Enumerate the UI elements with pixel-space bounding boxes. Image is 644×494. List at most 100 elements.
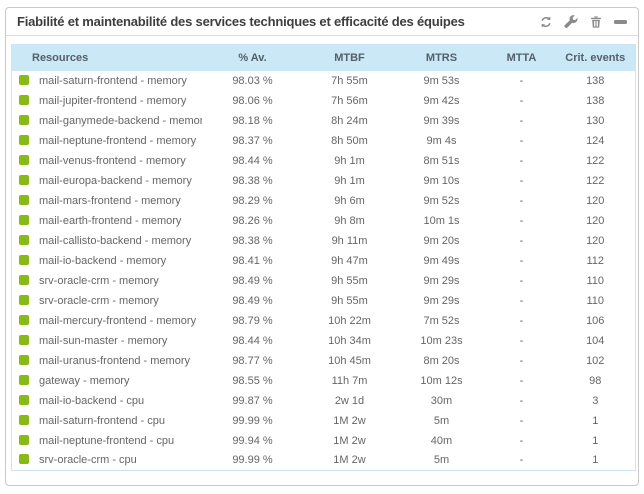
column-header-mtbf[interactable]: MTBF xyxy=(303,44,396,71)
resource-name: mail-europa-backend - memory xyxy=(39,174,192,187)
status-ok-icon xyxy=(19,334,29,345)
table-row[interactable]: mail-neptune-frontend - cpu 99.94 % 1M 2… xyxy=(12,431,636,451)
mtta-value: - xyxy=(519,134,524,147)
column-header-crit-events[interactable]: Crit. events xyxy=(555,44,636,71)
table-row[interactable]: mail-callisto-backend - memory 98.38 % 9… xyxy=(12,231,636,251)
table-row[interactable]: mail-mars-frontend - memory 98.29 % 9h 6… xyxy=(12,191,636,211)
resource-name: mail-saturn-frontend - memory xyxy=(39,74,187,87)
status-ok-icon xyxy=(19,94,29,105)
table-row[interactable]: mail-ganymede-backend - memory 98.18 % 8… xyxy=(12,111,636,131)
availability-value: 99.94 % xyxy=(232,434,273,447)
mtrs-value: 9m 49s xyxy=(423,254,460,267)
availability-value: 98.03 % xyxy=(232,74,273,87)
availability-value: 99.87 % xyxy=(232,394,273,407)
table-row[interactable]: srv-oracle-crm - cpu 99.99 % 1M 2w 5m - … xyxy=(12,451,636,471)
availability-widget: Fiabilité et maintenabilité des services… xyxy=(5,7,639,486)
resource-name: mail-neptune-frontend - memory xyxy=(39,134,197,147)
table-row[interactable]: srv-oracle-crm - memory 98.49 % 9h 55m 9… xyxy=(12,291,636,311)
table-row[interactable]: mail-earth-frontend - memory 98.26 % 9h … xyxy=(12,211,636,231)
status-ok-icon xyxy=(19,154,29,165)
mtbf-value: 9h 11m xyxy=(331,234,368,247)
table-row[interactable]: mail-jupiter-frontend - memory 98.06 % 7… xyxy=(12,91,636,111)
resource-name: mail-jupiter-frontend - memory xyxy=(39,94,187,107)
status-ok-icon xyxy=(19,294,29,305)
mtta-value: - xyxy=(519,294,524,307)
resource-name: srv-oracle-crm - memory xyxy=(39,274,159,287)
mtbf-value: 9h 47m xyxy=(331,254,368,267)
mtbf-value: 9h 1m xyxy=(334,174,365,187)
table-row[interactable]: mail-io-backend - cpu 99.87 % 2w 1d 30m … xyxy=(12,391,636,411)
refresh-icon[interactable] xyxy=(538,14,553,29)
crit-events-value: 1 xyxy=(592,454,599,467)
mtrs-value: 9m 4s xyxy=(426,134,457,147)
status-ok-icon xyxy=(19,374,29,385)
table-row[interactable]: mail-sun-master - memory 98.44 % 10h 34m… xyxy=(12,331,636,351)
crit-events-value: 98 xyxy=(589,374,602,387)
column-header-mtta[interactable]: MTTA xyxy=(487,44,556,71)
crit-events-value: 1 xyxy=(592,434,599,447)
column-header-mtrs[interactable]: MTRS xyxy=(395,44,488,71)
resource-name: mail-ganymede-backend - memory xyxy=(39,114,202,127)
mtbf-value: 1M 2w xyxy=(333,414,366,427)
mtbf-value: 7h 55m xyxy=(331,74,368,87)
mtrs-value: 9m 29s xyxy=(423,274,460,287)
table-header: Resources % Av. MTBF MTRS MTTA Crit. eve… xyxy=(11,44,636,71)
availability-value: 98.44 % xyxy=(232,154,273,167)
resource-name: mail-neptune-frontend - cpu xyxy=(39,434,175,447)
table-row[interactable]: mail-neptune-frontend - memory 98.37 % 8… xyxy=(12,131,636,151)
status-ok-icon xyxy=(19,74,29,85)
mtta-value: - xyxy=(519,74,524,87)
mtta-value: - xyxy=(519,254,524,267)
crit-events-value: 122 xyxy=(586,154,605,167)
status-ok-icon xyxy=(19,134,29,145)
status-ok-icon xyxy=(19,314,29,325)
crit-events-value: 104 xyxy=(586,334,605,347)
resource-name: srv-oracle-crm - memory xyxy=(39,294,159,307)
mtrs-value: 9m 39s xyxy=(423,114,460,127)
column-header-resources[interactable]: Resources xyxy=(11,44,202,71)
availability-value: 98.77 % xyxy=(232,354,273,367)
table-row[interactable]: mail-europa-backend - memory 98.38 % 9h … xyxy=(12,171,636,191)
crit-events-value: 124 xyxy=(586,134,605,147)
mtrs-value: 10m 1s xyxy=(423,214,460,227)
mtbf-value: 10h 45m xyxy=(328,354,371,367)
mtta-value: - xyxy=(519,234,524,247)
table-row[interactable]: gateway - memory 98.55 % 11h 7m 10m 12s … xyxy=(12,371,636,391)
crit-events-value: 112 xyxy=(586,254,605,267)
mtbf-value: 10h 22m xyxy=(328,314,371,327)
table-row[interactable]: mail-uranus-frontend - memory 98.77 % 10… xyxy=(12,351,636,371)
mtbf-value: 10h 34m xyxy=(328,334,371,347)
crit-events-value: 110 xyxy=(586,274,605,287)
status-ok-icon xyxy=(19,234,29,245)
resource-name: gateway - memory xyxy=(39,374,130,387)
table-row[interactable]: mail-saturn-frontend - memory 98.03 % 7h… xyxy=(12,71,636,91)
crit-events-value: 120 xyxy=(586,214,605,227)
mtta-value: - xyxy=(519,154,524,167)
table-row[interactable]: mail-saturn-frontend - cpu 99.99 % 1M 2w… xyxy=(12,411,636,431)
mtrs-value: 9m 29s xyxy=(423,294,460,307)
mtbf-value: 11h 7m xyxy=(331,374,368,387)
table-row[interactable]: mail-mercury-frontend - memory 98.79 % 1… xyxy=(12,311,636,331)
resource-name: mail-sun-master - memory xyxy=(39,334,168,347)
mtta-value: - xyxy=(519,434,524,447)
status-ok-icon xyxy=(19,414,29,425)
mtrs-value: 8m 51s xyxy=(423,154,460,167)
mtta-value: - xyxy=(519,454,524,467)
trash-icon[interactable] xyxy=(588,14,603,29)
status-ok-icon xyxy=(19,214,29,225)
mtbf-value: 9h 55m xyxy=(331,294,368,307)
wrench-icon[interactable] xyxy=(563,14,578,29)
mtbf-value: 1M 2w xyxy=(333,454,366,467)
collapse-icon[interactable] xyxy=(613,14,628,29)
crit-events-value: 138 xyxy=(586,94,605,107)
mtbf-value: 7h 56m xyxy=(331,94,368,107)
mtta-value: - xyxy=(519,334,524,347)
table-row[interactable]: srv-oracle-crm - memory 98.49 % 9h 55m 9… xyxy=(12,271,636,291)
mtrs-value: 10m 23s xyxy=(420,334,463,347)
table-row[interactable]: mail-venus-frontend - memory 98.44 % 9h … xyxy=(12,151,636,171)
availability-value: 98.79 % xyxy=(232,314,273,327)
table-body: mail-saturn-frontend - memory 98.03 % 7h… xyxy=(12,71,636,471)
table-row[interactable]: mail-io-backend - memory 98.41 % 9h 47m … xyxy=(12,251,636,271)
column-header-availability[interactable]: % Av. xyxy=(201,44,304,71)
